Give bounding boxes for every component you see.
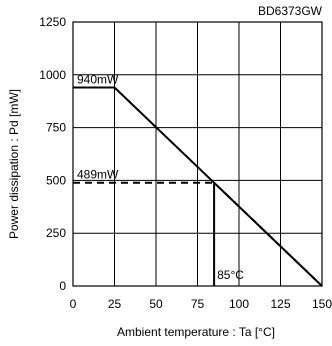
x-tick-label: 75 <box>191 297 205 311</box>
annotation-label: 85°C <box>217 268 244 282</box>
plot-frame <box>72 21 323 287</box>
x-tick-label: 25 <box>108 297 122 311</box>
y-tick-label: 250 <box>46 226 66 240</box>
tick-labels: 0 25 50 75 100 125 150 0 250 500 750 1000 1250 <box>39 15 332 311</box>
x-tick-label: 125 <box>270 297 290 311</box>
y-tick-label: 750 <box>46 121 66 135</box>
chart-title: BD6373GW <box>258 4 323 18</box>
x-tick-label: 100 <box>229 297 249 311</box>
y-axis-label: Power dissipation : Pd [mW] <box>7 89 21 239</box>
dashed-derating-line <box>73 181 323 287</box>
grid <box>72 21 323 287</box>
x-tick-label: 150 <box>312 297 332 311</box>
annotations: 940mW 489mW 85°C <box>77 72 244 282</box>
y-tick-label: 1250 <box>39 15 66 29</box>
y-tick-label: 0 <box>59 279 66 293</box>
annotation-label: 489mW <box>77 168 119 182</box>
annotation-label: 940mW <box>77 72 119 86</box>
x-tick-label: 50 <box>149 297 163 311</box>
series-layer <box>73 86 323 287</box>
y-tick-label: 1000 <box>39 68 66 82</box>
x-axis-label: Ambient temperature : Ta [°C] <box>117 325 275 339</box>
y-tick-label: 500 <box>46 173 66 187</box>
x-tick-label: 0 <box>70 297 77 311</box>
